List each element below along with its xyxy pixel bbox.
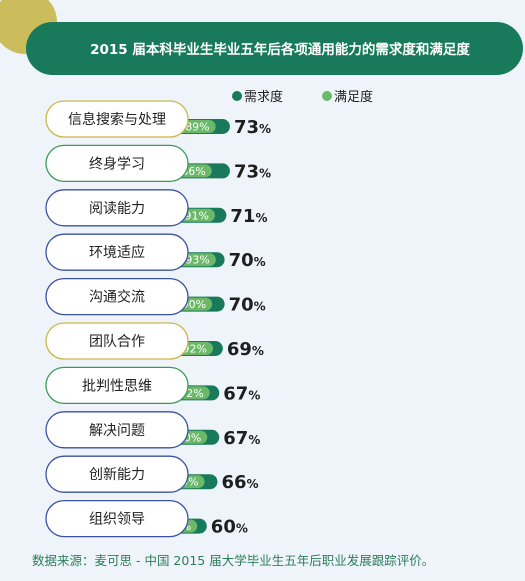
legend: 需求度 满足度 (232, 89, 373, 105)
category-box (45, 189, 189, 227)
demand-value-unit: % (236, 522, 248, 536)
title-banner (26, 22, 523, 75)
satisfaction-value: 93% (185, 254, 209, 267)
category-box (45, 499, 189, 538)
demand-value: 73% (234, 161, 271, 182)
category-label: 沟通交流 (89, 289, 145, 306)
category-box (45, 233, 189, 271)
category-box (45, 411, 189, 449)
demand-value-unit: % (254, 300, 266, 314)
demand-value-unit: % (254, 255, 266, 269)
satisfaction-value: 89% (185, 121, 209, 134)
category-label: 环境适应 (89, 244, 145, 261)
demand-value-unit: % (259, 166, 271, 180)
legend-demand-label: 需求度 (244, 89, 283, 105)
satisfaction-value: 92% (183, 343, 207, 356)
demand-value-unit: % (259, 122, 271, 136)
category-box (45, 144, 189, 183)
satisfaction-value: 91% (185, 209, 209, 222)
category-label: 信息搜索与处理 (68, 111, 166, 128)
demand-value-unit: % (248, 388, 260, 402)
category-box (45, 100, 189, 138)
legend-demand-marker (232, 91, 242, 101)
category-label: 批判性思维 (82, 378, 152, 394)
category-label: 创新能力 (89, 467, 145, 483)
category-label: 阅读能力 (89, 200, 145, 217)
demand-value: 60% (211, 517, 248, 538)
demand-value: 67% (223, 428, 260, 449)
demand-value: 69% (227, 339, 264, 360)
demand-value-unit: % (248, 433, 260, 447)
demand-value-unit: % (247, 477, 259, 491)
legend-satisfaction-label: 满足度 (334, 89, 373, 105)
demand-value-unit: % (252, 344, 264, 358)
category-label: 团队合作 (89, 334, 145, 350)
category-label: 终身学习 (89, 156, 145, 172)
demand-value: 67% (223, 383, 260, 404)
demand-value: 70% (229, 250, 266, 271)
demand-value-unit: % (255, 211, 267, 225)
demand-value: 73% (234, 117, 271, 138)
source-note: 数据来源：麦可思 - 中国 2015 届大学毕业生五年后职业发展跟踪评价。 (32, 553, 434, 568)
demand-value: 70% (229, 295, 266, 316)
category-label: 解决问题 (89, 423, 145, 439)
category-box (45, 366, 189, 405)
category-box (45, 322, 189, 360)
chart-title: 2015 届本科毕业生毕业五年后各项通用能力的需求度和满足度 (90, 41, 470, 58)
category-box (45, 455, 189, 493)
demand-value: 71% (230, 206, 267, 227)
demand-value: 66% (221, 472, 258, 493)
category-box (45, 277, 189, 316)
category-label: 组织领导 (89, 512, 145, 528)
legend-satisfaction-marker (322, 91, 332, 101)
